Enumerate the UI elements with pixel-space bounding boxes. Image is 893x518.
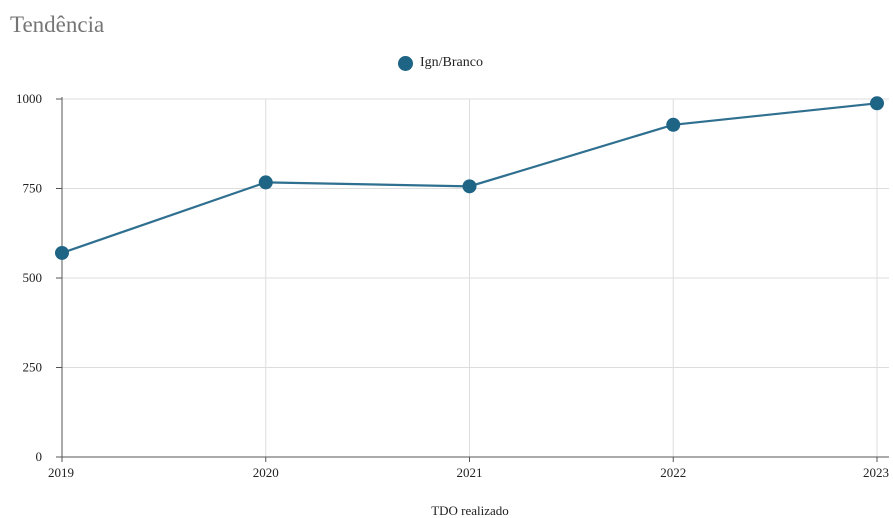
y-tick-label: 250 [23, 360, 43, 375]
x-tick-label: 2022 [660, 465, 686, 480]
data-point [258, 175, 273, 190]
y-tick-label: 500 [23, 270, 43, 285]
legend-label: Ign/Branco [420, 55, 483, 70]
y-tick-label: 0 [36, 449, 43, 464]
legend-marker-icon [398, 55, 413, 71]
y-tick-label: 1000 [16, 91, 42, 106]
data-point [666, 117, 681, 132]
data-point [870, 96, 884, 111]
y-axis: 0 250 500 750 1000 [16, 91, 62, 464]
x-tick-label: 2021 [457, 465, 483, 480]
chart-title: Tendência [10, 12, 105, 37]
x-axis-label: TDO realizado [431, 503, 509, 518]
data-point [55, 245, 69, 260]
x-tick-label: 2023 [863, 465, 889, 480]
series [55, 96, 884, 260]
x-tick-label: 2020 [253, 465, 279, 480]
x-tick-label: 2019 [48, 465, 74, 480]
x-axis: 2019 2020 2021 2022 2023 [48, 457, 889, 480]
y-tick-label: 750 [23, 181, 43, 196]
legend: Ign/Branco [398, 55, 483, 71]
data-point [462, 179, 477, 194]
grid [61, 97, 889, 458]
